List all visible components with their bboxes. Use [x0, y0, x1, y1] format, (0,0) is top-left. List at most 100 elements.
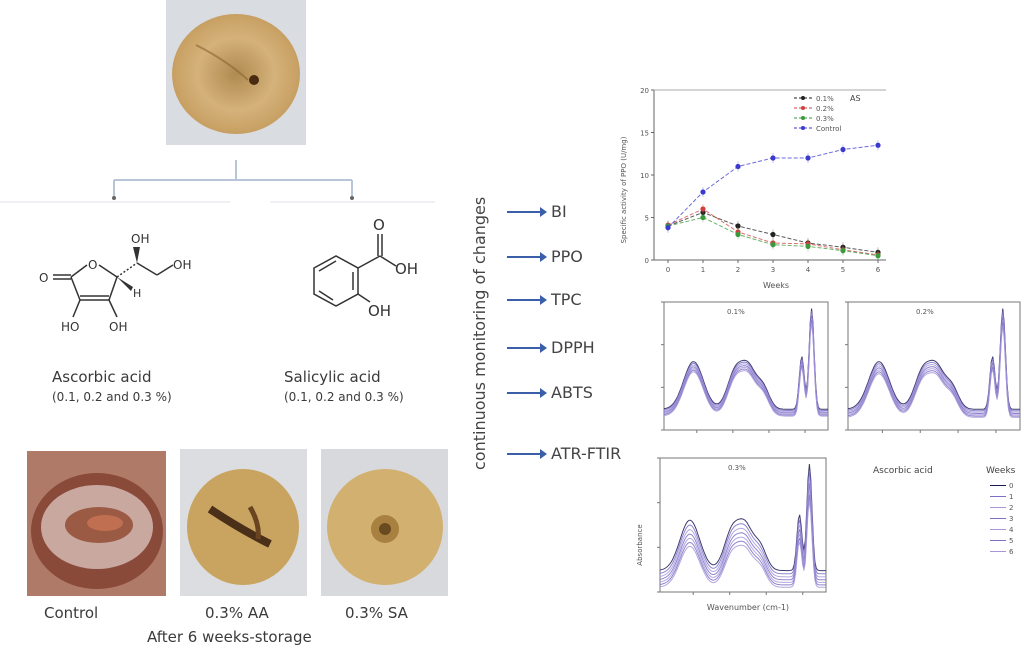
arrow-right-icon [507, 251, 547, 262]
ascorbic-acid-structure: O O OH OH H HO OH [39, 232, 191, 334]
aa-label-oh-top: OH [131, 232, 149, 246]
legend-marker [801, 116, 805, 120]
plot-frame [663, 301, 829, 431]
plot-frame [659, 457, 827, 593]
ftir-legend: 0 1 2 3 4 5 6 [990, 480, 1024, 557]
ftir-spectrum-0-3: 0.3% Absorbance Wavenumber (cm-1) [636, 457, 827, 612]
spectrum-week-6 [847, 325, 1020, 418]
ftir-spectrum-0-1: 0.1% [661, 301, 829, 433]
panel-title: 0.2% [916, 308, 934, 316]
arrow-right-icon [507, 206, 547, 217]
legend-label: 6 [1009, 547, 1014, 556]
y-tick-label: 5 [645, 215, 649, 223]
legend-label: 1 [1009, 492, 1014, 501]
legend-marker [801, 126, 805, 130]
legend-label: 3 [1009, 514, 1014, 523]
spectrum-week-0 [659, 464, 826, 572]
ftir-group-label: Ascorbic acid [873, 466, 933, 476]
legend-label: 5 [1009, 536, 1014, 545]
aa-result-label: 0.3% AA [205, 604, 269, 622]
spectrum-week-1 [659, 470, 826, 575]
monitor-item-ppo: PPO [507, 247, 583, 266]
monitor-label: ABTS [551, 383, 593, 402]
aa-label-oh-right: OH [173, 258, 191, 272]
legend-label: 2 [1009, 503, 1014, 512]
monitor-label: ATR-FTIR [551, 444, 622, 463]
spectrum-week-1 [847, 311, 1020, 412]
spectrum-week-4 [659, 489, 826, 583]
legend-marker [801, 106, 805, 110]
data-point [840, 146, 846, 153]
arrow-right-icon [507, 448, 547, 459]
data-point [840, 248, 846, 254]
legend-line [990, 551, 1006, 552]
legend-line [990, 529, 1006, 530]
monitor-label: BI [551, 202, 567, 221]
branch-connector [0, 160, 435, 203]
aa-label-h: H [133, 287, 141, 300]
legend-line [990, 540, 1006, 541]
sa-label-oh-phenol: OH [368, 302, 391, 320]
legend-entry: 0 [990, 480, 1024, 491]
monitor-item-atr-ftir: ATR-FTIR [507, 444, 621, 463]
x-tick-label: 1 [701, 266, 705, 274]
spectrum-week-2 [847, 314, 1020, 413]
data-point [875, 253, 881, 259]
x-tick-label: 2 [736, 266, 740, 274]
spectrum-week-0 [847, 308, 1020, 410]
y-axis-label: Absorbance [636, 524, 644, 565]
data-point [700, 189, 706, 195]
fresh-fig-photo [166, 0, 306, 145]
aa-label-o-keto: O [39, 271, 48, 285]
sa-label-o: O [373, 216, 385, 234]
spectrum-week-6 [663, 322, 828, 417]
legend-title: AS [850, 94, 861, 103]
legend-label: 0.1% [816, 95, 834, 103]
salicylic-acid-concentrations: (0.1, 0.2 and 0.3 %) [284, 390, 404, 404]
y-tick-label: 20 [640, 87, 649, 95]
legend-entry: 5 [990, 535, 1024, 546]
monitoring-title: continuous monitoring of changes [470, 196, 489, 470]
legend-entry: 1 [990, 491, 1024, 502]
salicylic-acid-structure: O OH OH [313, 216, 418, 320]
monitor-label: PPO [551, 247, 583, 266]
sa-result-label: 0.3% SA [345, 604, 408, 622]
control-fig-photo [27, 451, 166, 596]
x-tick-label: 4 [806, 266, 811, 274]
monitor-item-tpc: TPC [507, 290, 582, 309]
monitor-item-abts: ABTS [507, 383, 593, 402]
legend-entry: 3 [990, 513, 1024, 524]
legend-label: 4 [1009, 525, 1014, 534]
salicylic-acid-name: Salicylic acid [284, 368, 381, 386]
legend-line [990, 507, 1006, 508]
legend-label: 0 [1009, 481, 1014, 490]
sa-label-oh-acid: OH [395, 260, 418, 278]
monitor-item-bi: BI [507, 202, 567, 221]
data-point [805, 243, 811, 249]
x-axis-label: Wavenumber (cm-1) [707, 603, 789, 612]
spectrum-week-3 [659, 483, 826, 581]
arrow-right-icon [507, 342, 547, 353]
fig-image [172, 14, 300, 134]
legend-marker [801, 96, 805, 100]
ascorbic-acid-concentrations: (0.1, 0.2 and 0.3 %) [52, 390, 172, 404]
arrow-right-icon [507, 387, 547, 398]
data-point [805, 155, 811, 161]
x-tick-label: 3 [771, 266, 775, 274]
legend-label: 0.3% [816, 115, 834, 123]
y-tick-label: 10 [640, 172, 649, 180]
arrow-right-icon [507, 294, 547, 305]
data-point [665, 225, 671, 231]
data-point [875, 142, 881, 148]
spectrum-week-4 [847, 319, 1020, 416]
panel-title: 0.1% [727, 308, 745, 316]
legend-line [990, 496, 1006, 497]
data-point [700, 206, 706, 212]
spectrum-week-2 [659, 477, 826, 578]
y-axis-label: Specific activity of PPO (U/mg) [620, 136, 628, 243]
ftir-legend-title: Weeks [986, 466, 1016, 476]
storage-caption: After 6 weeks-storage [147, 628, 312, 646]
x-axis-label: Weeks [763, 281, 789, 290]
x-tick-label: 5 [841, 266, 845, 274]
monitor-label: TPC [551, 290, 582, 309]
